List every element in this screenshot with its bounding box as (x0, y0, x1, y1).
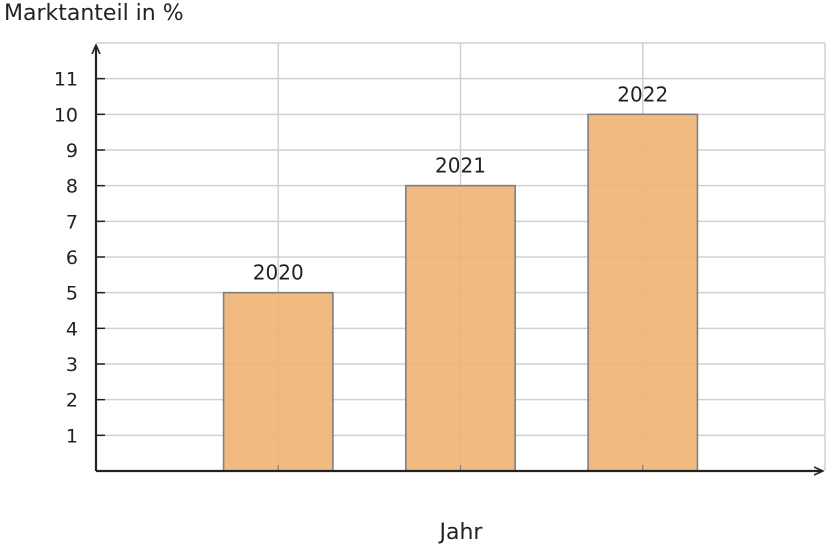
y-tick-label: 8 (66, 176, 78, 198)
bar-label-2022: 2022 (617, 82, 668, 106)
y-tick-label: 6 (66, 247, 78, 269)
bar-labels: 2020 2021 2022 (253, 82, 668, 284)
bar-2020 (222, 291, 334, 472)
y-tick-label: 5 (66, 283, 78, 305)
y-tick-label: 3 (66, 354, 78, 376)
y-tick-label: 9 (66, 140, 78, 162)
y-tick-label: 4 (66, 318, 78, 340)
y-axis-label: Marktanteil in % (4, 1, 184, 26)
x-axis-label: Jahr (438, 520, 484, 545)
y-tick-label: 1 (66, 425, 78, 447)
y-ticks: 1 2 3 4 5 6 7 8 9 10 11 (54, 69, 105, 447)
bar-2021 (405, 184, 516, 472)
y-tick-label: 7 (66, 211, 78, 233)
bar-label-2021: 2021 (435, 154, 486, 178)
bar-2022 (587, 113, 699, 472)
y-tick-label: 2 (66, 390, 78, 412)
y-tick-label: 11 (54, 69, 78, 91)
bars (222, 113, 699, 472)
bar-label-2020: 2020 (253, 261, 304, 285)
y-tick-label: 10 (54, 104, 78, 126)
